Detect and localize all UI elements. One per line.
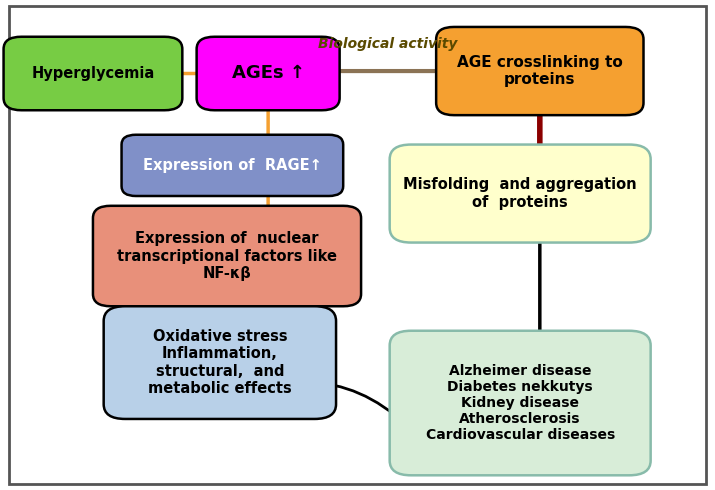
Text: Expression of  nuclear
transcriptional factors like
NF-κβ: Expression of nuclear transcriptional fa… (117, 231, 337, 281)
Text: Oxidative stress
Inflammation,
structural,  and
metabolic effects: Oxidative stress Inflammation, structura… (148, 329, 292, 396)
FancyBboxPatch shape (436, 27, 644, 115)
FancyBboxPatch shape (104, 306, 336, 419)
Text: Hyperglycemia: Hyperglycemia (31, 66, 154, 81)
FancyBboxPatch shape (390, 331, 651, 475)
FancyBboxPatch shape (122, 135, 343, 196)
Text: Misfolding  and aggregation
of  proteins: Misfolding and aggregation of proteins (403, 177, 637, 210)
FancyBboxPatch shape (197, 37, 340, 110)
FancyBboxPatch shape (390, 145, 651, 243)
Text: Biological activity: Biological activity (318, 37, 457, 51)
Text: Alzheimer disease
Diabetes nekkutys
Kidney disease
Atherosclerosis
Cardiovascula: Alzheimer disease Diabetes nekkutys Kidn… (425, 364, 615, 442)
FancyBboxPatch shape (4, 37, 182, 110)
FancyBboxPatch shape (93, 206, 361, 306)
Text: AGE crosslinking to
proteins: AGE crosslinking to proteins (457, 55, 623, 87)
Text: Expression of  RAGE↑: Expression of RAGE↑ (143, 158, 322, 173)
Text: AGEs ↑: AGEs ↑ (232, 65, 305, 82)
